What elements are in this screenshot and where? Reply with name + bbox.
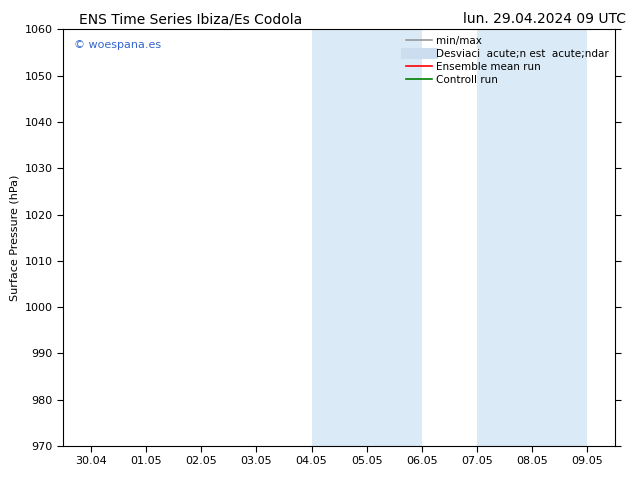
Text: lun. 29.04.2024 09 UTC: lun. 29.04.2024 09 UTC — [463, 12, 626, 26]
Bar — [312, 29, 422, 446]
Text: © woespana.es: © woespana.es — [74, 40, 162, 50]
Legend: min/max, Desviaci  acute;n est  acute;ndar, Ensemble mean run, Controll run: min/max, Desviaci acute;n est acute;ndar… — [401, 31, 613, 89]
Bar — [477, 29, 588, 446]
Y-axis label: Surface Pressure (hPa): Surface Pressure (hPa) — [10, 174, 19, 301]
Text: ENS Time Series Ibiza/Es Codola: ENS Time Series Ibiza/Es Codola — [79, 12, 302, 26]
